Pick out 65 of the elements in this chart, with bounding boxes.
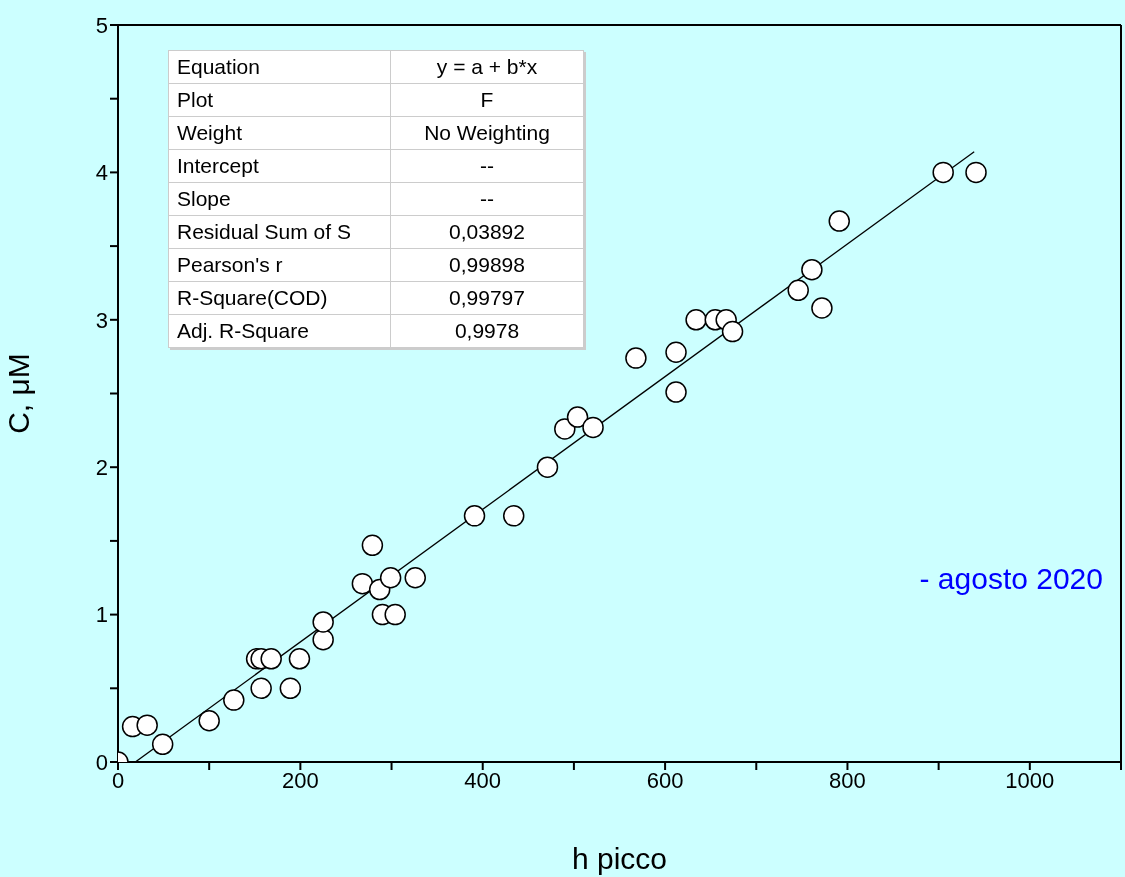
point <box>361 534 384 557</box>
point <box>801 258 823 281</box>
point <box>404 567 426 589</box>
y-tick-label: 5 <box>95 12 108 38</box>
point <box>136 714 158 736</box>
point <box>312 611 334 633</box>
annotation: y = a + b*x <box>390 50 584 84</box>
y-tick-label: 4 <box>95 160 108 186</box>
annotation: Intercept <box>168 149 391 183</box>
point <box>463 505 486 527</box>
point <box>312 628 334 651</box>
x-tick-label: 200 <box>282 767 319 793</box>
annotation: 0,9978 <box>390 314 584 348</box>
point <box>566 406 589 428</box>
annotation: F <box>390 83 584 117</box>
x-axis-title: h picco <box>571 842 668 875</box>
point <box>536 456 559 478</box>
annotation: 0,99898 <box>390 248 584 282</box>
point <box>665 381 687 403</box>
y-tick-label: 3 <box>95 307 108 333</box>
x-tick-label: 0 <box>111 767 125 793</box>
point <box>685 309 707 331</box>
point <box>223 689 245 711</box>
point <box>279 677 302 700</box>
annotation: 0,03892 <box>390 215 584 249</box>
annotation: Adj. R-Square <box>168 314 391 348</box>
point <box>502 505 525 527</box>
annotation: Plot <box>168 83 391 117</box>
point <box>198 709 220 732</box>
y-tick-label: 2 <box>95 455 108 481</box>
annotation: R-Square(COD) <box>168 281 391 315</box>
annotation: Weight <box>168 116 391 150</box>
annotation: 0,99797 <box>390 281 584 315</box>
point <box>625 347 647 369</box>
point <box>151 733 174 756</box>
point <box>665 341 687 363</box>
x-tick-label: 800 <box>829 767 866 793</box>
x-tick-label: 1000 <box>1005 767 1055 793</box>
annotation: Equation <box>168 50 391 84</box>
annotation: No Weighting <box>390 116 584 150</box>
annotation: Pearson's r <box>168 248 391 282</box>
point <box>965 161 987 184</box>
point <box>250 677 272 700</box>
annotation: -- <box>390 149 584 183</box>
point <box>811 297 833 319</box>
annotation: -- <box>390 182 584 216</box>
annotation: Residual Sum of S <box>168 215 391 249</box>
point <box>582 416 604 439</box>
point <box>721 320 744 343</box>
x-tick-label: 600 <box>646 767 684 793</box>
annotation: Slope <box>168 182 391 216</box>
point <box>260 648 282 670</box>
point <box>554 418 576 440</box>
annotation: - agosto 2020 <box>919 562 1103 596</box>
x-tick-label: 400 <box>464 767 502 793</box>
y-tick-label: 1 <box>95 602 108 628</box>
point <box>379 567 402 589</box>
point <box>787 279 809 302</box>
point <box>288 648 311 670</box>
y-tick-label: 0 <box>95 749 108 775</box>
point <box>384 603 406 626</box>
point <box>932 161 954 184</box>
point <box>828 210 850 232</box>
y-axis-title: C, μM <box>1 353 35 434</box>
point <box>351 572 374 595</box>
